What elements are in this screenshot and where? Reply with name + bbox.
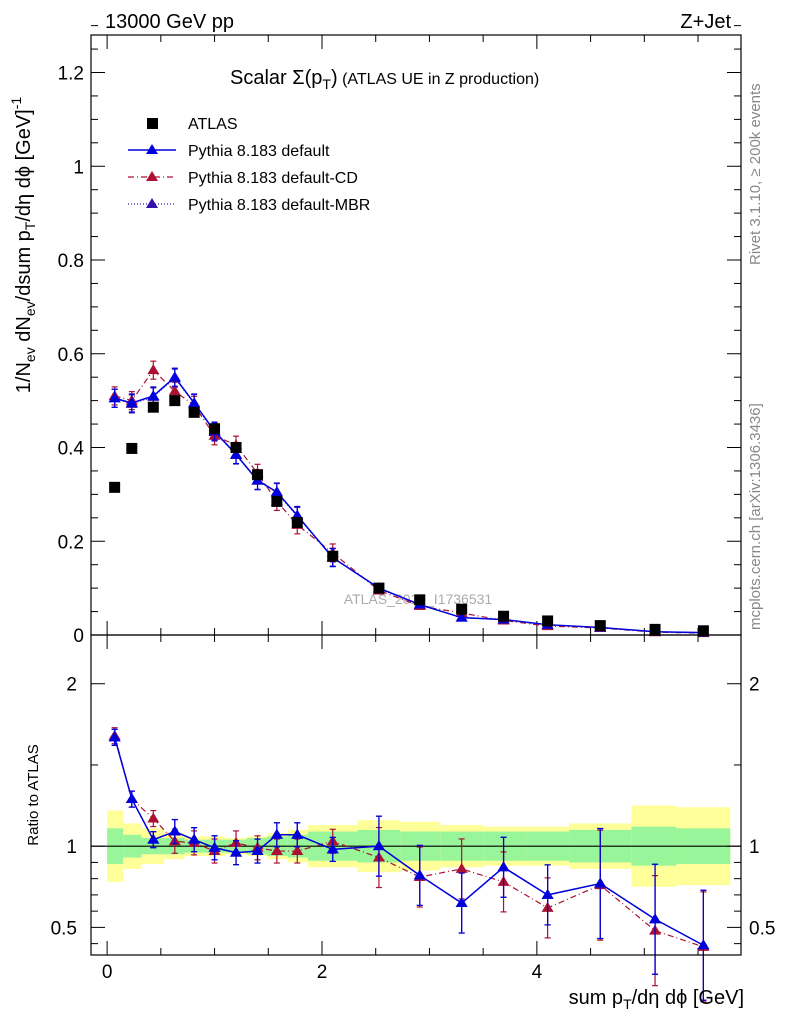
- main-series-point: [147, 389, 160, 400]
- main-series-point: [147, 364, 160, 375]
- legend: ATLAS Pythia 8.183 default Pythia 8.183 …: [128, 116, 370, 214]
- atlas-data-point: [414, 594, 426, 606]
- ratio-series-point: [413, 869, 426, 880]
- legend-mbr-label: Pythia 8.183 default-MBR: [188, 197, 370, 214]
- ratio-series-point: [208, 841, 221, 852]
- ratio-panel: 0.5 0.5 1 1 2 2 0 2 4 Ratio to ATLAS: [25, 634, 776, 1003]
- ratio-series-point: [168, 825, 181, 836]
- main-series-layer: [108, 360, 710, 638]
- main-y-axis-title: 1/Nev dNev/dsum pT/dη dϕ [GeV]-1: [8, 97, 38, 394]
- x-tick-label: 2: [317, 962, 328, 983]
- main-y-tick-label: 1.2: [58, 64, 84, 85]
- atlas-data-point: [649, 623, 661, 635]
- ratio-series-point: [108, 731, 121, 742]
- main-series-point: [188, 396, 201, 407]
- ratio-series-point: [372, 840, 385, 851]
- main-y-tick-label: 0: [73, 626, 84, 647]
- ratio-series-point: [594, 877, 607, 888]
- ratio-series-point: [541, 888, 554, 899]
- atlas-data-point: [373, 582, 385, 594]
- main-y-tick-label: 0.8: [58, 251, 84, 272]
- ratio-series-point: [230, 846, 243, 857]
- atlas-data-point: [252, 469, 264, 481]
- atlas-data-point: [126, 442, 138, 454]
- legend-atlas-marker: [147, 118, 158, 129]
- main-series-point: [270, 486, 283, 497]
- ratio-y-tick-label: 1: [66, 837, 77, 858]
- legend-default-label: Pythia 8.183 default: [188, 143, 330, 160]
- x-tick-label: 4: [532, 962, 543, 983]
- ratio-series-point: [497, 861, 510, 872]
- main-tick-marks: [91, 25, 741, 636]
- legend-mbr-marker: [146, 198, 158, 208]
- atlas-data-point: [542, 615, 554, 627]
- atlas-data-point: [291, 517, 303, 528]
- ratio-y-tick-label-right: 1: [749, 837, 760, 858]
- main-series-point: [108, 392, 121, 403]
- ratio-series-point: [697, 939, 710, 950]
- ratio-series-point: [188, 833, 201, 844]
- atlas-data-point: [697, 625, 709, 637]
- ratio-y-axis-title: Ratio to ATLAS: [25, 744, 42, 845]
- atlas-data-point: [147, 401, 159, 413]
- atlas-data-point: [271, 495, 283, 507]
- ratio-series-point: [649, 913, 662, 924]
- main-y-tick-labels: 0 0.2 0.4 0.6 0.8 1 1.2: [58, 64, 85, 648]
- main-y-tick-label: 0.4: [58, 439, 85, 460]
- ratio-series-point: [326, 843, 339, 854]
- ratio-series-point: [125, 793, 138, 804]
- atlas-data-point: [594, 620, 606, 632]
- main-y-tick-label: 0.6: [58, 345, 84, 366]
- x-tick-labels: 0 2 4: [102, 962, 543, 983]
- main-series-point: [455, 611, 468, 622]
- ratio-series-point: [270, 845, 283, 856]
- x-axis-title: sum pT/dη dϕ [GeV]: [569, 987, 744, 1012]
- ratio-series-point: [291, 828, 304, 839]
- atlas-data-point: [188, 406, 200, 418]
- ratio-y-tick-label: 0.5: [51, 918, 77, 939]
- atlas-data-point: [209, 423, 221, 435]
- ratio-series-point: [455, 862, 468, 873]
- ratio-series-point: [291, 845, 304, 856]
- ratio-series-point: [270, 828, 283, 839]
- mcplots-label: mcplots.cern.ch [arXiv:1306.3436]: [747, 403, 764, 630]
- main-panel: 0 0.2 0.4 0.6 0.8 1 1.2 1/Nev dNev/dsum pT/dη …: [8, 25, 742, 648]
- ratio-y-tick-labels: 0.5 0.5 1 1 2 2: [51, 675, 776, 940]
- ratio-y-tick-label: 2: [66, 675, 77, 696]
- main-chart-title: Scalar Σ(pT) (ATLAS UE in Z production): [230, 67, 539, 92]
- atlas-data-point: [169, 395, 181, 407]
- main-y-tick-label: 0.2: [58, 532, 84, 553]
- atlas-data-point: [456, 603, 468, 615]
- rivet-label: Rivet 3.1.10, ≥ 200k events: [747, 83, 764, 265]
- legend-cd-label: Pythia 8.183 default-CD: [188, 170, 358, 187]
- main-series-point: [168, 385, 181, 396]
- ratio-series-layer: [108, 727, 710, 1003]
- main-series-point: [291, 509, 304, 520]
- header-process-label: Z+Jet: [680, 11, 731, 33]
- legend-atlas-label: ATLAS: [188, 116, 238, 133]
- ratio-series-point: [147, 812, 160, 823]
- ratio-series-point: [251, 845, 264, 856]
- legend-cd-marker: [146, 171, 158, 181]
- main-y-tick-label: 1: [73, 157, 84, 178]
- atlas-data-point: [498, 610, 510, 622]
- atlas-data-point: [230, 442, 242, 453]
- ratio-y-tick-label-right: 0.5: [749, 918, 775, 939]
- main-series-point: [168, 371, 181, 382]
- ratio-tick-marks: [91, 635, 741, 955]
- legend-default-marker: [146, 144, 158, 154]
- atlas-data-point: [327, 550, 339, 562]
- main-series-point: [230, 448, 243, 459]
- ratio-y-tick-label-right: 2: [749, 675, 760, 696]
- ratio-plot-frame: [90, 634, 742, 956]
- ratio-series-point: [147, 833, 160, 844]
- ratio-series-point: [455, 897, 468, 908]
- atlas-data-point: [109, 481, 121, 493]
- main-series-point: [125, 396, 138, 407]
- header-energy-label: 13000 GeV pp: [105, 11, 234, 33]
- x-tick-label: 0: [102, 962, 113, 983]
